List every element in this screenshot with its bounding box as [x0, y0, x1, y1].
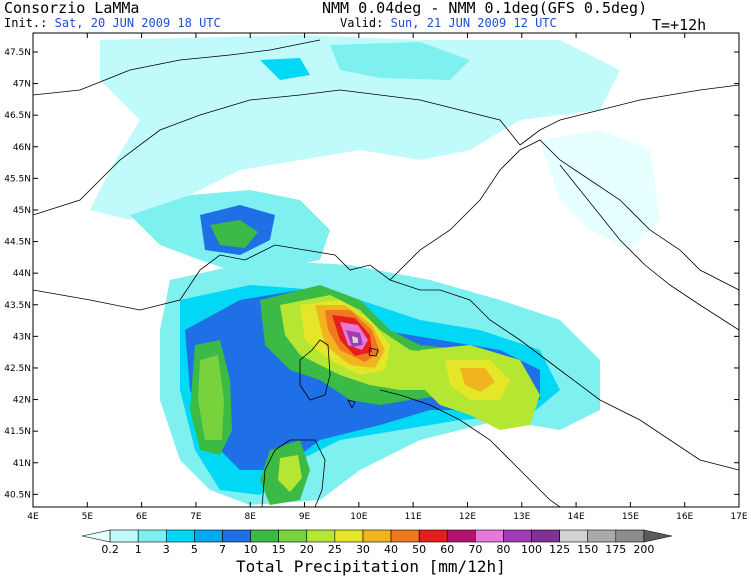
colorbar-swatch: [615, 529, 645, 543]
lon-label: 4E: [27, 512, 39, 522]
init-label: Init.:: [4, 16, 48, 30]
colorbar-label: 40: [384, 543, 398, 556]
colorbar-swatch: [503, 529, 532, 543]
latitude-axis: 47.5N 47N 46.5N 46N 45.5N 45N 44.5N 44N 43.5N 43N…: [4, 48, 739, 500]
colorbar-title: Total Precipitation [mm/12h]: [236, 557, 506, 576]
lon-label: 7E: [190, 512, 202, 522]
colorbar-label: 20: [300, 543, 314, 556]
lat-label: 46N: [13, 143, 31, 153]
lon-label: 17E: [730, 512, 747, 522]
colorbar-swatch: [278, 529, 308, 543]
colorbar-swatch: [362, 529, 392, 543]
colorbar-label: 25: [328, 543, 342, 556]
lon-label: 16E: [676, 512, 693, 522]
lat-label: 47N: [13, 80, 31, 90]
colorbar-label: 5: [191, 543, 198, 556]
precip-field: [90, 35, 660, 505]
longitude-axis: 4E 5E 6E 7E 8E 9E 10E 11E 12E 13E 14E 15E 16E 17E: [27, 33, 748, 522]
colorbar-label: 10: [244, 543, 258, 556]
lat-label: 45N: [13, 206, 31, 216]
plot-frame: [32, 32, 740, 508]
colorbar-swatch: [250, 529, 279, 543]
lon-label: 9E: [299, 512, 311, 522]
lon-label: 12E: [459, 512, 476, 522]
colorbar-label: 30: [356, 543, 370, 556]
colorbar: 0.2 1 3 5 7 10 15 20 25 30 40 50 60 70 80 100 125 150 175 2…: [81, 529, 673, 556]
colorbar-label: 50: [412, 543, 426, 556]
lat-label: 41N: [13, 459, 31, 469]
valid-value: Sun, 21 JUN 2009 12 UTC: [390, 16, 557, 30]
colorbar-label: 125: [549, 543, 570, 556]
lead-time: T=+12h: [652, 16, 707, 34]
colorbar-label: 175: [605, 543, 626, 556]
lat-label: 44.5N: [4, 238, 31, 248]
lon-label: 5E: [82, 512, 94, 522]
colorbar-swatch: [306, 529, 336, 543]
colorbar-swatch: [194, 529, 223, 543]
colorbar-label: 15: [272, 543, 286, 556]
header-org: Consorzio LaMMa: [4, 0, 140, 17]
colorbar-label: 150: [577, 543, 598, 556]
lat-label: 40.5N: [4, 490, 31, 500]
colorbar-swatch: [418, 529, 448, 543]
lat-label: 42N: [13, 396, 31, 406]
colorbar-swatch: [390, 529, 420, 543]
lat-label: 42.5N: [4, 364, 31, 374]
colorbar-label: 200: [633, 543, 654, 556]
colorbar-label: 1: [135, 543, 142, 556]
lat-label: 43.5N: [4, 301, 31, 311]
colorbar-swatch: [587, 529, 617, 543]
colorbar-label: 100: [521, 543, 542, 556]
valid-label: Valid:: [340, 16, 384, 30]
colorbar-swatch: [446, 529, 476, 543]
lat-label: 46.5N: [4, 111, 31, 121]
colorbar-label: 80: [496, 543, 510, 556]
colorbar-swatch: [559, 529, 589, 543]
lon-label: 15E: [622, 512, 639, 522]
colorbar-swatch: [109, 529, 139, 543]
colorbar-swatch: [81, 529, 111, 543]
lat-label: 45.5N: [4, 174, 31, 184]
colorbar-swatch: [165, 529, 195, 543]
lat-label: 47.5N: [4, 48, 31, 58]
lon-label: 8E: [245, 512, 257, 522]
colorbar-label: 0.2: [101, 543, 119, 556]
lon-label: 13E: [513, 512, 530, 522]
lat-label: 41.5N: [4, 427, 31, 437]
colorbar-swatch: [222, 529, 251, 543]
header-valid: Valid: Sun, 21 JUN 2009 12 UTC: [340, 16, 557, 30]
colorbar-swatch: [475, 529, 504, 543]
colorbar-swatch: [334, 529, 364, 543]
header-init: Init.: Sat, 20 JUN 2009 18 UTC: [4, 16, 221, 30]
colorbar-label: 3: [163, 543, 170, 556]
lon-label: 11E: [405, 512, 422, 522]
colorbar-label: 7: [219, 543, 226, 556]
colorbar-label: 70: [468, 543, 482, 556]
colorbar-swatch: [531, 529, 560, 543]
lon-label: 10E: [350, 512, 367, 522]
colorbar-swatch: [643, 529, 673, 543]
header-model: NMM 0.04deg - NMM 0.1deg(GFS 0.5deg): [322, 0, 648, 17]
colorbar-swatch: [137, 529, 167, 543]
lat-label: 43N: [13, 332, 31, 342]
colorbar-label: 60: [440, 543, 454, 556]
init-value: Sat, 20 JUN 2009 18 UTC: [54, 16, 221, 30]
coastlines: [33, 39, 739, 507]
lon-label: 14E: [568, 512, 585, 522]
lon-label: 6E: [136, 512, 148, 522]
lat-label: 44N: [13, 269, 31, 279]
